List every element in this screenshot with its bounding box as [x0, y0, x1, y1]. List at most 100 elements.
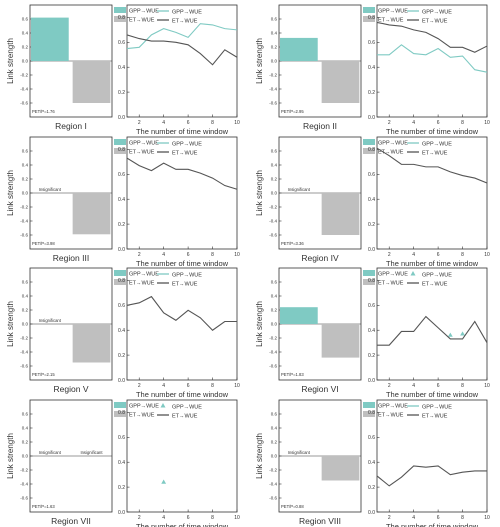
y-tick-label: 0.8	[368, 410, 375, 416]
y-axis-label: Link strength	[255, 38, 264, 84]
y-axis-label: Link strength	[6, 433, 15, 479]
y-tick-label: 0.2	[22, 45, 29, 50]
pet-p-label: PET/P=3.36	[281, 241, 304, 246]
y-tick-label: -0.2	[269, 73, 277, 78]
legend-label: GPP→WUE	[422, 273, 452, 279]
region-label: Region II	[303, 121, 337, 131]
y-tick-label: 0.0	[368, 378, 375, 384]
legend-swatch	[363, 411, 375, 417]
region-label: Region V	[54, 384, 89, 394]
y-tick-label: 0.2	[271, 440, 278, 445]
legend-label: GPP→WUE	[172, 10, 202, 16]
x-tick-label: 6	[437, 252, 440, 258]
x-tick-label: 4	[162, 120, 165, 126]
series-et-line	[376, 21, 488, 53]
y-tick-label: 0.2	[368, 485, 375, 491]
x-tick-label: 4	[412, 515, 415, 521]
y-tick-label: 0.2	[118, 485, 125, 491]
y-tick-label: 0.4	[22, 294, 29, 299]
y-tick-label: -0.4	[269, 482, 277, 487]
x-tick-label: 6	[437, 120, 440, 126]
y-tick-label: 0.8	[118, 15, 125, 21]
plot-frame	[376, 267, 488, 381]
region-label: Region VIII	[299, 516, 341, 526]
pet-p-label: PET/P=2.15	[32, 372, 55, 377]
x-tick-label: 8	[211, 383, 214, 389]
x-tick-label: 4	[412, 383, 415, 389]
region-label: Region IV	[301, 253, 339, 263]
legend-label: ET→WUE	[129, 413, 155, 419]
legend: GPP→WUE ET→WUE	[157, 273, 202, 288]
y-tick-label: 0.6	[271, 149, 278, 154]
line-panel: 0.8 0.6 0.4 0.2 0.0 2 4 6 8 10 GPP→WUE ET→WUE The nu…	[368, 4, 490, 136]
y-tick-label: 0.6	[22, 17, 29, 22]
x-axis-label: The number of time window	[386, 390, 479, 399]
legend-label: ET→WUE	[378, 18, 404, 24]
legend: GPP→WUE ET→WUE	[407, 10, 452, 25]
x-tick-label: 4	[162, 515, 165, 521]
region-label: Region VI	[301, 384, 338, 394]
line-panel: 0.8 0.6 0.4 0.2 0.0 2 4 6 8 10 GPP→WUE ET→WUE The nu…	[118, 399, 240, 527]
legend-swatch	[114, 16, 126, 22]
insignificant-label: Insignificant	[39, 450, 62, 455]
legend-label: ET→WUE	[172, 19, 198, 25]
x-tick-label: 2	[388, 515, 391, 521]
y-tick-label: -0.2	[20, 336, 28, 341]
y-tick-label: 0.2	[22, 440, 29, 445]
y-tick-label: 0.6	[118, 172, 125, 178]
plot-frame	[126, 4, 238, 118]
y-tick-label: 0.4	[118, 328, 125, 334]
bar-panel: 0.6 0.4 0.2 0.0 -0.2 -0.4 -0.6 Insignificant GPP…	[255, 399, 408, 526]
legend-label: ET→WUE	[378, 281, 404, 287]
y-tick-label: 0.4	[118, 460, 125, 466]
y-axis-label: Link strength	[255, 433, 264, 479]
legend: GPP→WUE ET→WUE	[407, 405, 452, 420]
x-axis-label: The number of time window	[136, 522, 229, 527]
legend-swatch	[114, 139, 126, 145]
y-tick-label: 0.4	[271, 294, 278, 299]
x-axis-label: The number of time window	[136, 127, 229, 136]
y-tick-label: 0.2	[118, 353, 125, 359]
y-tick-label: 0.6	[118, 303, 125, 309]
bar-panel: 0.6 0.4 0.2 0.0 -0.2 -0.4 -0.6 GPP→WUE ET→WUE PET…	[6, 4, 159, 131]
y-tick-label: 0.2	[271, 177, 278, 182]
pet-p-label: PET/P=1.83	[281, 372, 304, 377]
y-tick-label: -0.2	[269, 468, 277, 473]
series-et-line	[126, 295, 237, 331]
x-tick-label: 2	[138, 515, 141, 521]
x-tick-label: 10	[484, 515, 490, 521]
legend-label: GPP→WUE	[129, 141, 159, 147]
x-tick-label: 10	[234, 120, 240, 126]
legend-label: ET→WUE	[172, 282, 198, 288]
x-tick-label: 4	[412, 120, 415, 126]
legend-swatch	[363, 139, 375, 145]
series-et-line	[376, 465, 487, 487]
bar-panel: 0.6 0.4 0.2 0.0 -0.2 -0.4 -0.6 Insignificant Ins…	[6, 399, 159, 526]
legend-swatch	[363, 7, 375, 13]
bar	[72, 61, 111, 103]
legend-label: ET→WUE	[378, 413, 404, 419]
y-axis-label: Link strength	[255, 301, 264, 347]
y-tick-label: 0.0	[118, 378, 125, 384]
y-tick-label: 0.6	[22, 412, 29, 417]
x-tick-label: 6	[187, 120, 190, 126]
y-tick-label: -0.4	[20, 87, 28, 92]
y-tick-label: 0.4	[271, 426, 278, 431]
plot-frame	[376, 4, 488, 118]
y-tick-label: 0.4	[118, 197, 125, 203]
bar	[321, 324, 360, 358]
region-label: Region I	[55, 121, 87, 131]
y-tick-label: -0.4	[20, 482, 28, 487]
x-tick-label: 2	[138, 383, 141, 389]
insignificant-label: Insignificant	[80, 450, 103, 455]
y-tick-label: 0.6	[118, 435, 125, 441]
pet-p-label: PET/P=1.76	[32, 109, 55, 114]
plot-frame	[376, 399, 488, 513]
x-tick-label: 6	[187, 252, 190, 258]
y-tick-label: -0.2	[20, 205, 28, 210]
bar	[321, 193, 360, 235]
legend-swatch	[114, 411, 126, 417]
line-panel: 0.8 0.6 0.4 0.2 0.0 2 4 6 8 10 GPP→WUE ET→WUE The nu…	[118, 267, 240, 399]
y-tick-label: 0.2	[22, 308, 29, 313]
x-tick-label: 10	[234, 383, 240, 389]
